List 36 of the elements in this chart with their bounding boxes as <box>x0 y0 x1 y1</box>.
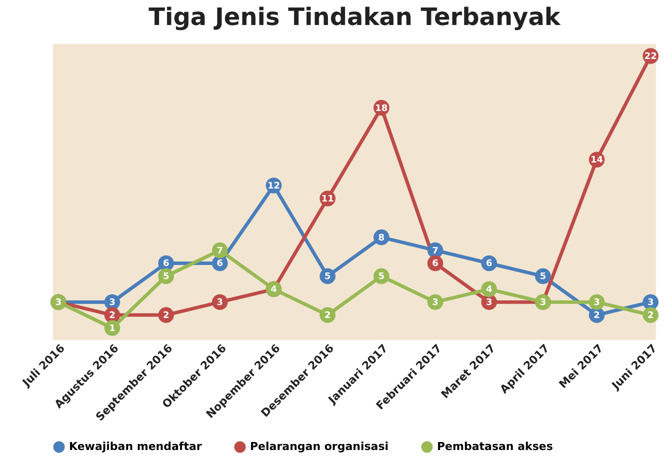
data-label: 6 <box>432 259 438 270</box>
data-label: 4 <box>270 285 277 296</box>
data-label: 3 <box>216 298 224 308</box>
data-label: 8 <box>378 233 385 244</box>
data-label: 6 <box>486 259 492 270</box>
data-label: 4 <box>486 285 492 296</box>
data-label: 3 <box>109 298 116 308</box>
legend-label: Pelarangan organisasi <box>250 440 389 453</box>
data-label: 22 <box>644 52 657 62</box>
data-label: 3 <box>432 298 438 308</box>
data-label: 2 <box>647 311 654 322</box>
data-label: 5 <box>540 272 546 282</box>
data-label: 11 <box>321 194 334 204</box>
data-label: 14 <box>590 156 604 166</box>
data-label: 3 <box>486 298 492 308</box>
legend-label: Pembatasan akses <box>437 440 554 453</box>
data-label: 7 <box>216 246 224 256</box>
data-label: 12 <box>267 182 280 192</box>
data-label: 6 <box>216 259 224 270</box>
data-label: 5 <box>378 272 385 282</box>
legend-label: Kewajiban mendaftar <box>69 440 202 453</box>
data-label: 2 <box>324 311 331 322</box>
data-label: 5 <box>324 272 331 282</box>
data-label: 2 <box>594 311 600 322</box>
data-label: 1 <box>109 324 116 334</box>
data-label: 18 <box>375 104 388 114</box>
data-label: 2 <box>109 311 116 322</box>
data-label: 6 <box>162 259 170 270</box>
data-label: 3 <box>647 298 654 308</box>
data-label: 5 <box>162 272 170 282</box>
data-label: 2 <box>162 311 170 322</box>
data-label: 7 <box>432 246 438 256</box>
data-label: 3 <box>594 298 600 308</box>
data-label: 3 <box>540 298 546 308</box>
data-label: 3 <box>55 298 62 308</box>
chart-title: Tiga Jenis Tindakan Terbanyak <box>148 3 562 31</box>
